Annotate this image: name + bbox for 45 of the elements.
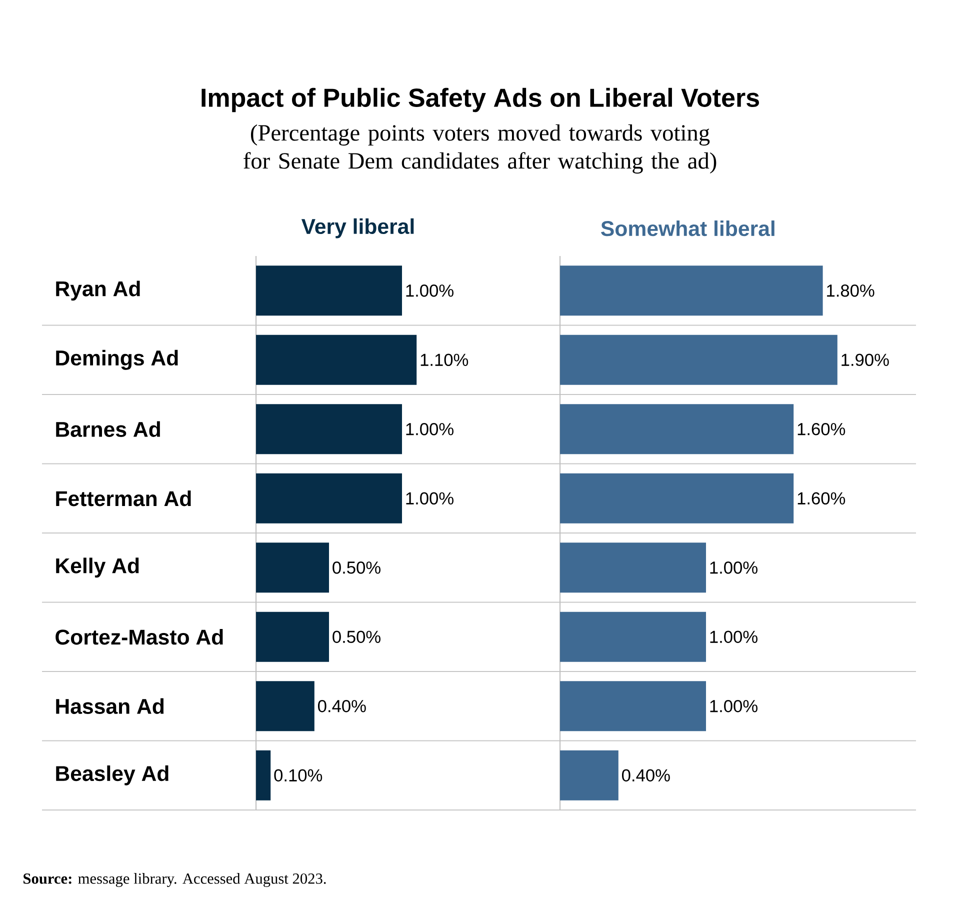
y-tick-label: Ryan Ad bbox=[56, 280, 140, 301]
text: (Percentage points voters moved towards voting for Senate Dem candidates after watching the ad) bbox=[244, 124, 716, 174]
bar bbox=[560, 750, 618, 800]
data-label: 1.00% bbox=[710, 561, 758, 574]
data-label: 1.60% bbox=[798, 422, 846, 436]
bar bbox=[256, 404, 402, 454]
data-label: 1.90% bbox=[842, 354, 889, 366]
data-label: 0.40% bbox=[622, 769, 670, 782]
bar bbox=[560, 266, 823, 316]
data-label: 1.00% bbox=[406, 422, 454, 436]
series-label: Very liberal bbox=[301, 218, 414, 238]
text: Source: message library. Accessed August 2023. bbox=[24, 873, 326, 887]
data-label: 1.00% bbox=[710, 630, 758, 644]
bar bbox=[256, 681, 314, 732]
data-label: 1.00% bbox=[406, 284, 454, 297]
data-label: 1.60% bbox=[798, 492, 846, 505]
data-label: 1.00% bbox=[406, 492, 454, 505]
y-tick-label: Beasley Ad bbox=[56, 765, 168, 786]
y-tick-label: Hassan Ad bbox=[56, 698, 164, 714]
data-label: 1.80% bbox=[827, 284, 874, 297]
bar bbox=[256, 750, 271, 800]
bar bbox=[560, 473, 794, 524]
y-tick-label: Cortez-Masto Ad bbox=[56, 629, 223, 645]
data-label: 0.40% bbox=[318, 700, 366, 712]
bar bbox=[256, 612, 330, 662]
bar bbox=[256, 266, 402, 316]
y-tick-label: Demings Ad bbox=[56, 350, 178, 370]
data-label: 0.50% bbox=[332, 630, 380, 644]
data-label: 0.10% bbox=[274, 769, 322, 782]
bar bbox=[256, 334, 417, 385]
bar bbox=[560, 612, 706, 662]
bar bbox=[560, 404, 794, 454]
y-tick-label: Kelly Ad bbox=[56, 558, 139, 578]
bar bbox=[560, 542, 706, 593]
series-label: Somewhat liberal bbox=[601, 220, 774, 236]
bar bbox=[256, 473, 402, 524]
data-label: 1.10% bbox=[420, 354, 468, 366]
data-label: 0.50% bbox=[332, 561, 380, 574]
text: Impact of Public Safety Ads on Liberal Voters bbox=[202, 88, 759, 112]
y-tick-label: Barnes Ad bbox=[56, 421, 160, 437]
bar bbox=[256, 542, 330, 593]
y-tick-label: Fetterman Ad bbox=[56, 490, 191, 506]
data-label: 1.00% bbox=[710, 700, 758, 712]
bar bbox=[560, 681, 706, 732]
bar bbox=[560, 334, 838, 385]
